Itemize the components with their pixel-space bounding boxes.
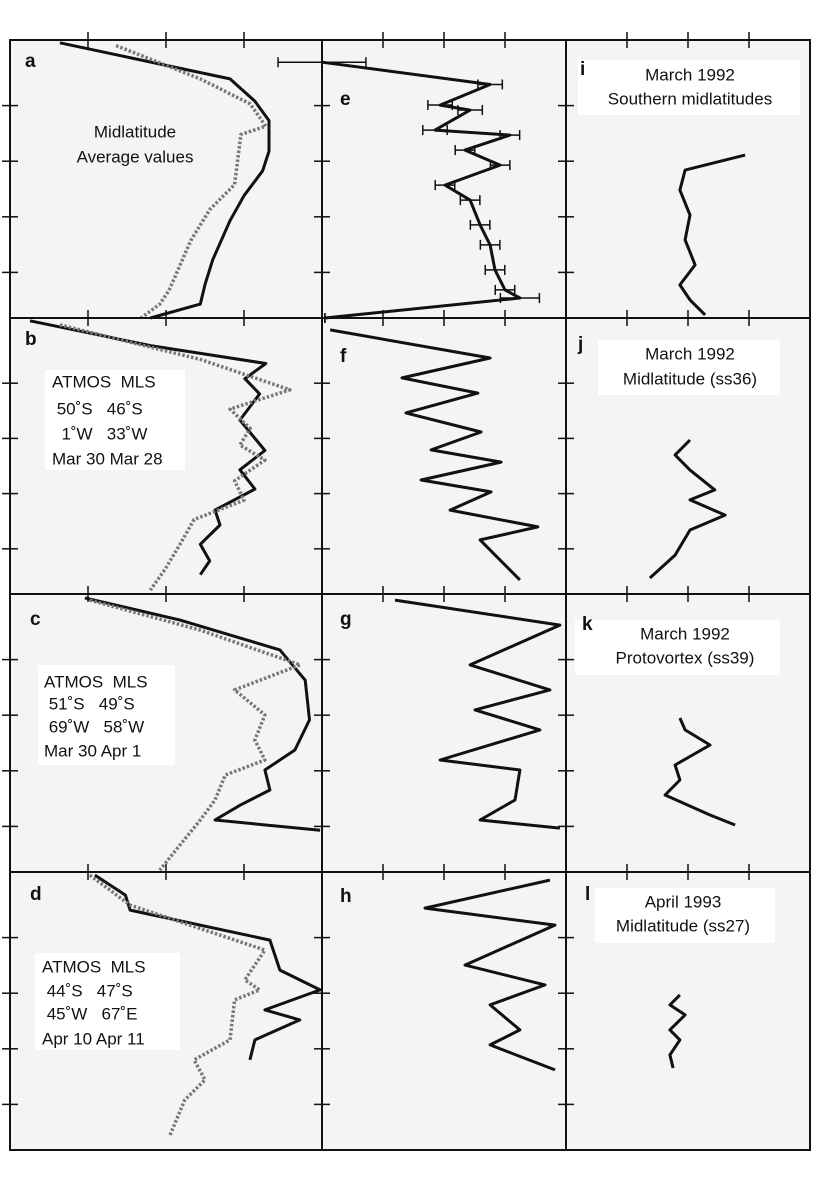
panel-label: l [585,884,590,905]
note-text: 50˚S 46˚S [52,399,143,418]
profile-line [648,438,727,580]
error-bar [484,264,506,275]
note-text: 69˚W 58˚W [44,717,144,736]
note-text: Midlatitude (ss36) [623,369,757,388]
dotted-profile [59,323,292,592]
error-bar [434,180,456,191]
error-bar [494,284,516,295]
note-text: ATMOS MLS [42,957,146,976]
note-text: Average values [77,147,194,166]
note-box [595,888,775,943]
panel-label: e [340,89,351,110]
profile-line [663,717,736,827]
profile-line [59,41,271,320]
note-text: 44˚S 47˚S [42,981,133,1000]
profile-line [84,596,321,832]
note-text: Mar 30 Apr 1 [44,741,141,760]
note-box [45,370,185,470]
note-text: ATMOS MLS [52,372,156,391]
panel-label: i [580,59,585,80]
profile-line [394,598,562,830]
note-text: ATMOS MLS [44,672,148,691]
panel-label: j [577,334,583,355]
profile-line [668,993,687,1069]
profile-line [321,60,522,320]
panel-label: b [25,329,37,350]
error-bar [469,219,491,230]
profile-line [678,153,746,316]
note-text: March 1992 [640,624,730,643]
error-bar [459,195,481,206]
profile-line [29,319,268,576]
profile-line [329,328,540,581]
panel-label: c [30,609,41,630]
error-bar [499,292,541,303]
dotted-profile [89,598,302,872]
note-text: March 1992 [645,65,735,84]
panel-label: d [30,884,42,905]
dotted-profile [115,43,268,320]
error-bar [277,57,367,68]
note-text: Protovortex (ss39) [616,648,755,667]
error-bar [489,160,511,171]
note-box [35,953,180,1050]
panel-label: g [340,609,352,630]
error-bar [479,239,501,250]
note-box [598,340,780,395]
note-text: 51˚S 49˚S [44,694,135,713]
panel-label: a [25,51,36,72]
panel-label: h [340,886,352,907]
panel-label: k [582,614,593,635]
note-box [578,60,800,115]
note-text: April 1993 [645,892,722,911]
note-text: Southern midlatitudes [608,89,772,108]
note-text: Midlatitude [94,122,176,141]
note-text: 45˚W 67˚E [42,1004,137,1023]
note-text: Apr 10 Apr 11 [42,1029,145,1048]
note-text: March 1992 [645,344,735,363]
error-bar [454,145,476,156]
panel-label: f [340,346,347,367]
note-text: 1˚W 33˚W [52,424,147,443]
note-box [38,665,175,765]
error-bar [427,100,454,111]
error-bar [422,125,448,136]
error-bar [499,130,521,141]
error-bar [477,79,504,90]
error-bar [457,105,484,116]
note-text: Mar 30 Mar 28 [52,449,163,468]
note-box [575,620,780,675]
note-text: Midlatitude (ss27) [616,916,750,935]
profile-line [423,878,557,1072]
dotted-profile [88,873,267,1136]
